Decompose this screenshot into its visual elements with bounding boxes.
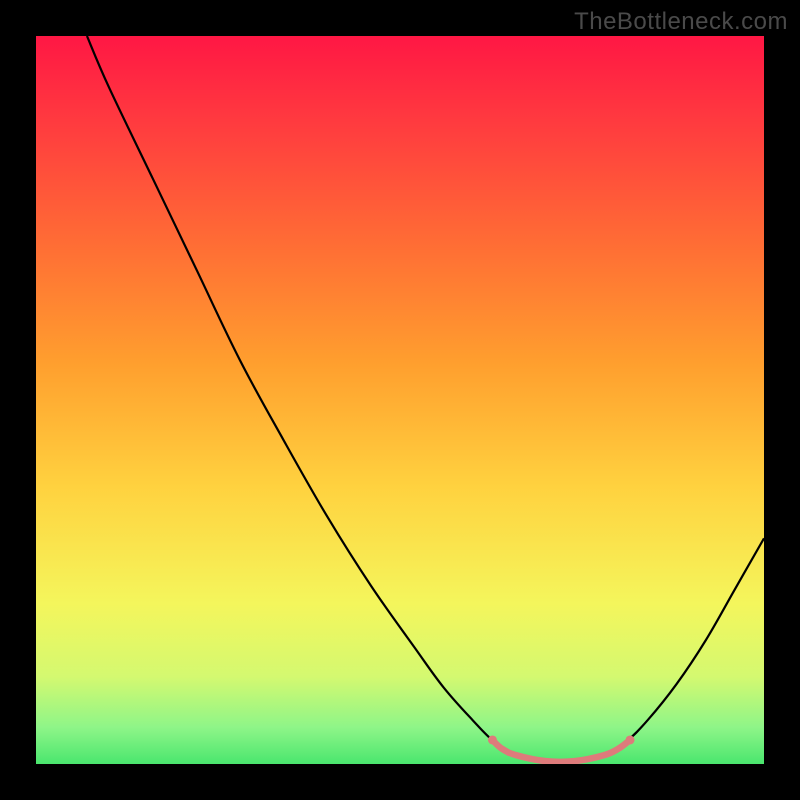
watermark-text: TheBottleneck.com [574, 8, 788, 36]
figure-container: TheBottleneck.com [0, 0, 800, 800]
optimal-band [492, 740, 630, 762]
bottleneck-curve [87, 36, 764, 763]
curve-layer [36, 36, 764, 764]
optimal-band-start-marker [488, 735, 497, 744]
plot-area [36, 36, 764, 764]
optimal-band-end-marker [626, 735, 635, 744]
